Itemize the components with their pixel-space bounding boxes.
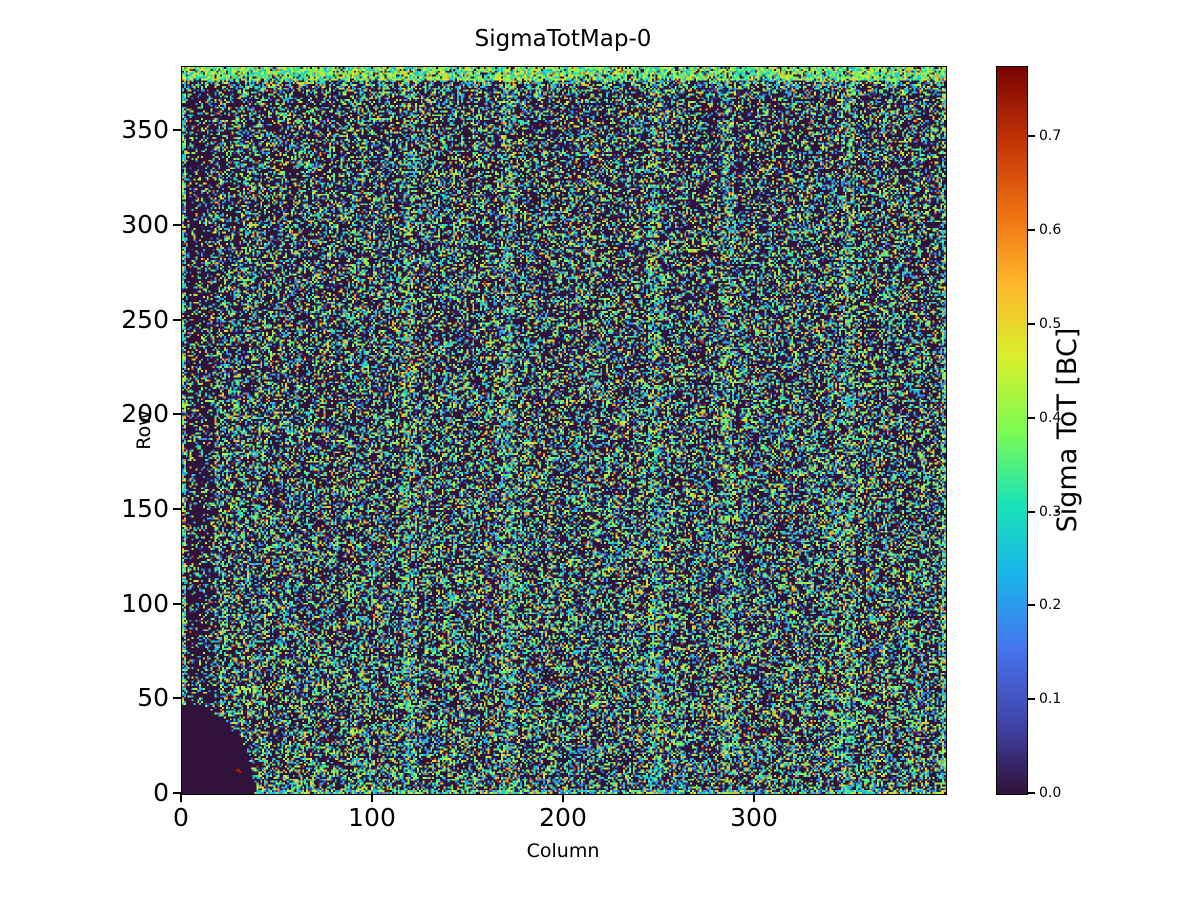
y-tick-mark	[173, 129, 181, 132]
heatmap-canvas	[182, 67, 946, 794]
y-tick-mark	[173, 602, 181, 605]
y-tick-label: 200	[121, 399, 169, 429]
y-tick-mark	[173, 413, 181, 416]
colorbar-tick-mark	[1028, 698, 1035, 701]
colorbar-tick-mark	[1028, 322, 1035, 325]
colorbar	[996, 66, 1028, 795]
y-tick-mark	[173, 508, 181, 511]
colorbar-tick-mark	[1028, 135, 1035, 138]
colorbar-tick-label: 0.6	[1039, 222, 1062, 239]
colorbar-tick-label: 0.1	[1039, 691, 1062, 708]
y-tick-label: 350	[121, 115, 169, 145]
colorbar-tick-label: 0.4	[1039, 409, 1062, 426]
y-tick-label: 100	[121, 588, 169, 618]
y-tick-mark	[173, 697, 181, 700]
x-axis-label: Column	[526, 840, 600, 862]
y-tick-label: 50	[137, 683, 169, 713]
x-tick-label: 200	[539, 803, 587, 832]
x-tick-mark	[371, 794, 373, 802]
y-tick-label: 150	[121, 494, 169, 524]
colorbar-tick-mark	[1028, 229, 1035, 232]
heatmap-axes	[181, 66, 947, 795]
chart-title: SigmaTotMap-0	[474, 26, 652, 52]
x-tick-mark	[753, 794, 755, 802]
colorbar-tick-mark	[1028, 604, 1035, 607]
colorbar-tick-label: 0.5	[1039, 315, 1062, 332]
y-tick-label: 0	[153, 778, 169, 807]
colorbar-tick-mark	[1028, 792, 1035, 794]
colorbar-tick-label: 0.2	[1039, 597, 1062, 614]
y-tick-label: 300	[121, 210, 169, 240]
y-tick-mark	[173, 792, 181, 794]
colorbar-tick-label: 0.7	[1039, 128, 1062, 145]
x-tick-mark	[562, 794, 564, 802]
colorbar-label: Sigma ToT [BC]	[1052, 327, 1083, 533]
colorbar-tick-label: 0.0	[1039, 785, 1062, 801]
x-tick-label: 100	[348, 803, 396, 832]
y-tick-label: 250	[121, 304, 169, 334]
x-tick-label: 300	[730, 803, 778, 832]
colorbar-gradient	[997, 67, 1027, 794]
y-axis-label: Row	[133, 410, 155, 450]
y-tick-mark	[173, 318, 181, 321]
x-tick-mark	[180, 794, 182, 802]
colorbar-tick-mark	[1028, 416, 1035, 419]
colorbar-tick-label: 0.3	[1039, 503, 1062, 520]
colorbar-tick-mark	[1028, 510, 1035, 513]
y-tick-mark	[173, 224, 181, 227]
x-tick-label: 0	[173, 803, 189, 832]
